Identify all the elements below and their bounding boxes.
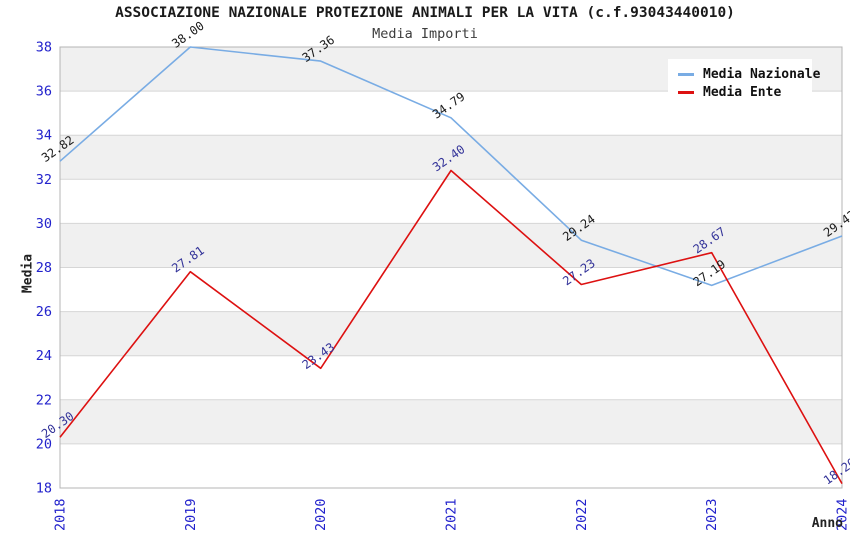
y-tick-labels: 18 20 22 24 26 28 30 32 34 36 38 (36, 40, 52, 497)
plot-band (60, 443, 842, 488)
y-tick-label: 30 (36, 216, 52, 232)
legend-label: Media Ente (703, 84, 782, 100)
legend-swatch-media-nazionale (678, 72, 694, 76)
x-tick-label: 2024 (835, 498, 850, 531)
y-tick-label: 28 (36, 260, 52, 276)
y-tick-label: 34 (36, 128, 52, 144)
x-axis-title: Anno (811, 516, 843, 531)
y-tick-label: 36 (36, 84, 52, 100)
legend-label: Media Nazionale (703, 66, 821, 82)
series-line-media-ente (59, 169, 843, 484)
plot-band (60, 355, 842, 400)
x-tick-labels: 2018 2019 2020 2021 2022 2023 2024 (53, 498, 850, 531)
y-tick-label: 20 (36, 436, 52, 452)
x-tick-label: 2018 (53, 498, 69, 531)
x-tick-label: 2019 (183, 498, 199, 531)
y-tick-label: 38 (36, 40, 52, 56)
gridlines (59, 46, 843, 489)
series-line-media-nazionale (59, 46, 843, 287)
y-tick-label: 18 (36, 481, 52, 497)
plot-band (60, 223, 842, 268)
value-label: 38.00 (169, 19, 207, 51)
y-tick-label: 32 (36, 172, 52, 188)
y-tick-label: 26 (36, 304, 52, 320)
plot-band (60, 267, 842, 312)
plot-border (59, 46, 843, 489)
x-tick-label: 2021 (444, 498, 460, 531)
plot-band (60, 311, 842, 356)
x-tick-label: 2023 (704, 498, 720, 531)
legend-item-media-ente: Media Ente (678, 83, 812, 101)
legend-item-media-nazionale: Media Nazionale (678, 65, 820, 83)
y-tick-label: 24 (36, 348, 52, 364)
x-tick-label: 2020 (313, 498, 329, 531)
x-tick-label: 2022 (574, 498, 590, 531)
plot-band (60, 179, 842, 224)
y-tick-label: 22 (36, 392, 52, 408)
y-axis-title: Media (20, 253, 36, 294)
chart-title: ASSOCIAZIONE NAZIONALE PROTEZIONE ANIMAL… (115, 5, 735, 21)
plot-band (60, 399, 842, 444)
chart-subtitle: Media Importi (372, 26, 478, 42)
legend-swatch-media-ente (678, 90, 694, 94)
legend: Media Nazionale Media Ente (668, 59, 820, 106)
